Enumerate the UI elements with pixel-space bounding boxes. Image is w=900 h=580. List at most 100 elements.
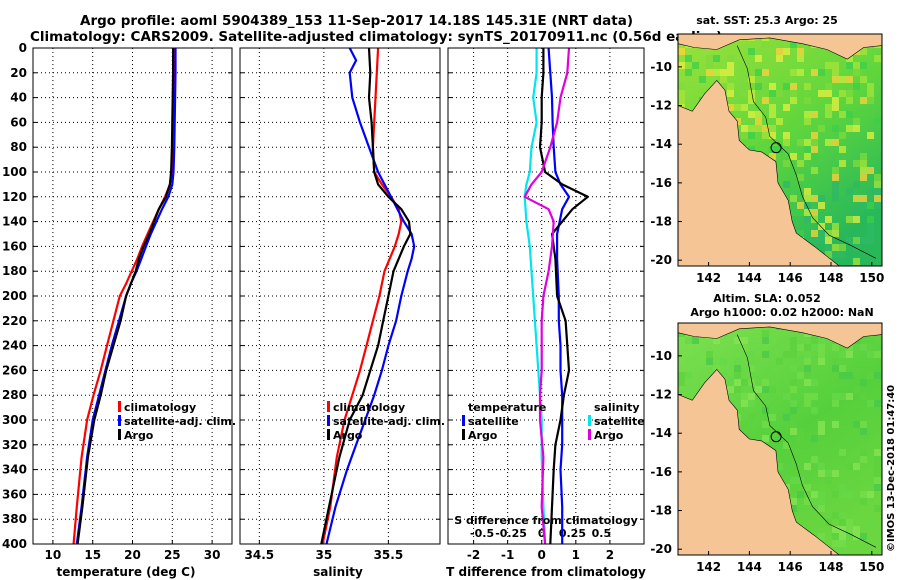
data-pixel bbox=[839, 519, 846, 526]
data-pixel bbox=[734, 337, 741, 344]
y-tick-label: -10 bbox=[650, 60, 672, 74]
data-pixel bbox=[720, 69, 727, 76]
data-pixel bbox=[853, 209, 860, 216]
data-pixel bbox=[804, 344, 811, 351]
data-pixel bbox=[804, 379, 811, 386]
map-frame bbox=[677, 33, 883, 267]
series-line-salinity-satellite bbox=[523, 48, 547, 545]
data-pixel bbox=[860, 456, 867, 463]
x-tick-label: 10 bbox=[45, 548, 62, 562]
data-pixel bbox=[790, 351, 797, 358]
data-pixel bbox=[776, 41, 783, 48]
data-pixel bbox=[776, 118, 783, 125]
data-pixel bbox=[874, 505, 881, 512]
data-pixel bbox=[846, 97, 853, 104]
x-tick-label: 142 bbox=[696, 271, 721, 285]
data-pixel bbox=[860, 393, 867, 400]
difference-panel: -2 -1 0 1 2 -0.5 -0.25 0 0.25 0.5 bbox=[447, 47, 645, 562]
data-pixel bbox=[797, 449, 804, 456]
difference-legend: temperature satellite Argo salinity sate… bbox=[462, 401, 645, 442]
data-pixel bbox=[874, 456, 881, 463]
data-pixel bbox=[734, 386, 741, 393]
legend-swatch-satellite bbox=[327, 415, 330, 426]
data-pixel bbox=[790, 498, 797, 505]
data-pixel bbox=[755, 125, 762, 132]
series-line-argo bbox=[320, 47, 412, 545]
legend-swatch-argo bbox=[118, 429, 121, 440]
data-pixel bbox=[832, 195, 839, 202]
x-tick-label-salinity: 0.25 bbox=[559, 527, 586, 540]
difference-xlabel: T difference from climatology bbox=[446, 565, 646, 579]
data-pixel bbox=[832, 470, 839, 477]
data-pixel bbox=[748, 379, 755, 386]
data-pixel bbox=[811, 167, 818, 174]
y-tick-label: -10 bbox=[650, 349, 672, 363]
data-pixel bbox=[818, 498, 825, 505]
data-pixel bbox=[867, 337, 874, 344]
series-line-argo bbox=[76, 48, 175, 545]
data-pixel bbox=[818, 428, 825, 435]
y-tick-label: 80 bbox=[10, 140, 27, 154]
data-pixel bbox=[846, 344, 853, 351]
data-pixel bbox=[783, 48, 790, 55]
data-pixel bbox=[811, 337, 818, 344]
data-pixel bbox=[790, 379, 797, 386]
land-cape-york bbox=[677, 368, 841, 556]
data-pixel bbox=[867, 237, 874, 244]
data-pixel bbox=[706, 55, 713, 62]
data-pixel bbox=[699, 76, 706, 83]
data-pixel bbox=[797, 230, 804, 237]
data-pixel bbox=[839, 351, 846, 358]
data-pixel bbox=[818, 442, 825, 449]
data-pixel bbox=[832, 97, 839, 104]
legend-label: climatology bbox=[124, 401, 196, 414]
data-pixel bbox=[783, 393, 790, 400]
data-pixel bbox=[818, 533, 825, 540]
data-pixel bbox=[748, 365, 755, 372]
data-pixel bbox=[762, 435, 769, 442]
data-pixel bbox=[797, 174, 804, 181]
data-pixel bbox=[818, 90, 825, 97]
data-pixel bbox=[860, 533, 867, 540]
data-pixel bbox=[797, 344, 804, 351]
data-pixel bbox=[818, 237, 825, 244]
data-pixel bbox=[832, 76, 839, 83]
y-tick-label: 40 bbox=[10, 91, 27, 105]
data-pixel bbox=[734, 365, 741, 372]
data-pixel bbox=[804, 209, 811, 216]
sst-map-panel: 142 144 146 148 150 -10 -12 -14 -16 -18 -20 bbox=[650, 33, 884, 285]
data-pixel bbox=[832, 344, 839, 351]
data-pixel bbox=[832, 491, 839, 498]
data-pixel bbox=[804, 83, 811, 90]
x-tick-label: 15 bbox=[84, 548, 101, 562]
data-pixel bbox=[741, 393, 748, 400]
float-position-marker bbox=[770, 142, 782, 154]
data-pixel bbox=[804, 365, 811, 372]
data-pixel bbox=[846, 372, 853, 379]
data-pixel bbox=[860, 195, 867, 202]
data-pixel bbox=[832, 393, 839, 400]
data-pixel bbox=[769, 104, 776, 111]
data-pixel bbox=[846, 526, 853, 533]
data-pixel bbox=[811, 230, 818, 237]
data-pixel bbox=[874, 118, 881, 125]
data-pixel bbox=[678, 48, 685, 55]
data-pixel bbox=[832, 230, 839, 237]
x-tick-label: 146 bbox=[778, 560, 803, 574]
data-pixel bbox=[846, 55, 853, 62]
data-pixel bbox=[804, 393, 811, 400]
data-pixel bbox=[839, 244, 846, 251]
y-tick-label: -20 bbox=[650, 253, 672, 267]
data-pixel bbox=[832, 512, 839, 519]
data-pixel bbox=[804, 202, 811, 209]
data-pixel bbox=[860, 202, 867, 209]
data-pixel bbox=[790, 337, 797, 344]
data-pixel bbox=[748, 428, 755, 435]
data-pixel bbox=[811, 498, 818, 505]
data-pixel bbox=[832, 139, 839, 146]
data-pixel bbox=[790, 195, 797, 202]
data-pixel bbox=[769, 386, 776, 393]
data-pixel bbox=[685, 337, 692, 344]
x-tick-label: 150 bbox=[859, 271, 884, 285]
data-pixel bbox=[685, 372, 692, 379]
